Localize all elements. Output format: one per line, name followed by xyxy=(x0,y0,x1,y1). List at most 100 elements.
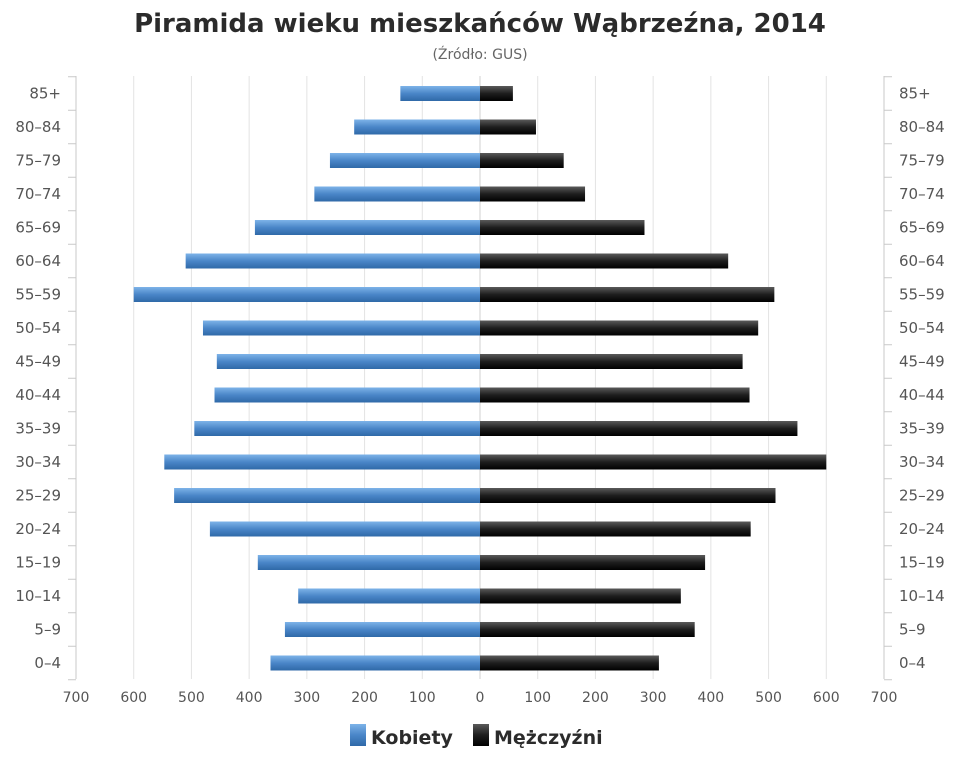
x-tick-label: 400 xyxy=(697,690,724,706)
bar-kobiety xyxy=(174,488,480,503)
bar-mezczyzni xyxy=(480,354,743,369)
category-label-right: 15–19 xyxy=(899,554,945,572)
x-tick-label: 700 xyxy=(63,690,90,706)
x-tick-label: 100 xyxy=(524,690,551,706)
bar-mezczyzni xyxy=(480,521,751,537)
bar-mezczyzni xyxy=(480,454,827,470)
category-label-left: 5–9 xyxy=(34,621,61,639)
category-label-left: 25–29 xyxy=(15,487,61,505)
bar-mezczyzni xyxy=(480,320,759,336)
x-tick-label: 400 xyxy=(236,690,263,706)
category-label-right: 35–39 xyxy=(899,420,945,438)
bar-mezczyzni xyxy=(480,287,775,302)
category-label-right: 55–59 xyxy=(899,286,945,304)
bar-kobiety xyxy=(400,86,480,101)
bar-mezczyzni xyxy=(480,220,645,235)
category-label-right: 80–84 xyxy=(899,118,945,136)
category-label-left: 85+ xyxy=(29,85,61,103)
bar-kobiety xyxy=(270,655,480,671)
bar-mezczyzni xyxy=(480,253,729,269)
bar-kobiety xyxy=(298,588,480,604)
bar-kobiety xyxy=(216,354,480,369)
category-label-right: 65–69 xyxy=(899,219,945,237)
x-tick-label: 200 xyxy=(582,690,609,706)
category-label-right: 30–34 xyxy=(899,453,945,471)
x-tick-label: 700 xyxy=(871,690,898,706)
bar-kobiety xyxy=(354,119,480,135)
bar-mezczyzni xyxy=(480,488,776,503)
category-labels: 85+ 85+ 80–84 80–84 75–79 75–79 70–74 70–74 65–6… xyxy=(15,85,944,673)
category-label-left: 45–49 xyxy=(15,353,61,371)
category-label-left: 0–4 xyxy=(34,654,61,672)
x-tick-label: 100 xyxy=(409,690,436,706)
bar-kobiety xyxy=(254,220,480,235)
legend-label-mezczyzni: Mężczyźni xyxy=(494,727,603,749)
category-label-right: 70–74 xyxy=(899,185,945,203)
category-label-left: 65–69 xyxy=(15,219,61,237)
category-label-left: 60–64 xyxy=(15,252,61,270)
bar-mezczyzni xyxy=(480,186,586,202)
legend-label-kobiety: Kobiety xyxy=(371,727,454,749)
bar-mezczyzni xyxy=(480,622,695,637)
category-label-right: 60–64 xyxy=(899,252,945,270)
category-label-left: 15–19 xyxy=(15,554,61,572)
chart-subtitle: (Źródło: GUS) xyxy=(432,45,527,63)
x-tick-label: 600 xyxy=(813,690,840,706)
bar-kobiety xyxy=(314,186,480,202)
category-label-left: 80–84 xyxy=(15,118,61,136)
bar-mezczyzni xyxy=(480,119,536,135)
category-label-right: 40–44 xyxy=(899,386,945,404)
bar-kobiety xyxy=(329,153,480,168)
bar-mezczyzni xyxy=(480,421,798,436)
category-label-left: 20–24 xyxy=(15,520,61,538)
x-tick-label: 600 xyxy=(120,690,147,706)
category-label-left: 35–39 xyxy=(15,420,61,438)
bar-mezczyzni xyxy=(480,555,706,570)
x-tick-label: 300 xyxy=(640,690,667,706)
category-label-right: 25–29 xyxy=(899,487,945,505)
category-label-left: 40–44 xyxy=(15,386,61,404)
bar-mezczyzni xyxy=(480,153,564,168)
gridlines xyxy=(133,76,827,679)
category-label-right: 50–54 xyxy=(899,319,945,337)
category-label-right: 10–14 xyxy=(899,587,945,605)
category-label-left: 30–34 xyxy=(15,453,61,471)
category-label-left: 70–74 xyxy=(15,185,61,203)
category-label-right: 20–24 xyxy=(899,520,945,538)
category-label-left: 55–59 xyxy=(15,286,61,304)
category-label-left: 75–79 xyxy=(15,152,61,170)
bar-kobiety xyxy=(214,387,480,403)
x-tick-label: 500 xyxy=(755,690,782,706)
bar-kobiety xyxy=(257,555,480,570)
legend-swatch-kobiety xyxy=(350,724,366,746)
x-tick-label: 500 xyxy=(178,690,205,706)
bar-kobiety xyxy=(164,454,480,470)
bar-mezczyzni xyxy=(480,387,750,403)
axes xyxy=(68,76,892,681)
category-label-right: 75–79 xyxy=(899,152,945,170)
x-tick-label: 200 xyxy=(351,690,378,706)
bar-kobiety xyxy=(194,421,481,436)
legend: Kobiety Mężczyźni xyxy=(350,724,603,749)
x-tick-label: 300 xyxy=(293,690,320,706)
x-tick-label: 0 xyxy=(476,690,485,706)
bars xyxy=(133,86,827,671)
chart-title: Piramida wieku mieszkańców Wąbrzeźna, 20… xyxy=(134,9,826,39)
category-label-left: 10–14 xyxy=(15,587,61,605)
bar-mezczyzni xyxy=(480,86,513,101)
bar-mezczyzni xyxy=(480,588,681,604)
x-tick-labels: 700 600 500 400 300 200 100 0 100 200 300 400 500 600… xyxy=(63,690,898,706)
bar-mezczyzni xyxy=(480,655,659,671)
category-label-left: 50–54 xyxy=(15,319,61,337)
bar-kobiety xyxy=(185,253,480,269)
bar-kobiety xyxy=(202,320,480,336)
bar-kobiety xyxy=(133,287,480,302)
category-label-right: 45–49 xyxy=(899,353,945,371)
category-label-right: 0–4 xyxy=(899,654,926,672)
legend-swatch-mezczyzni xyxy=(473,724,489,746)
category-label-right: 85+ xyxy=(899,85,931,103)
bar-kobiety xyxy=(209,521,480,537)
bar-kobiety xyxy=(284,622,480,637)
category-label-right: 5–9 xyxy=(899,621,926,639)
